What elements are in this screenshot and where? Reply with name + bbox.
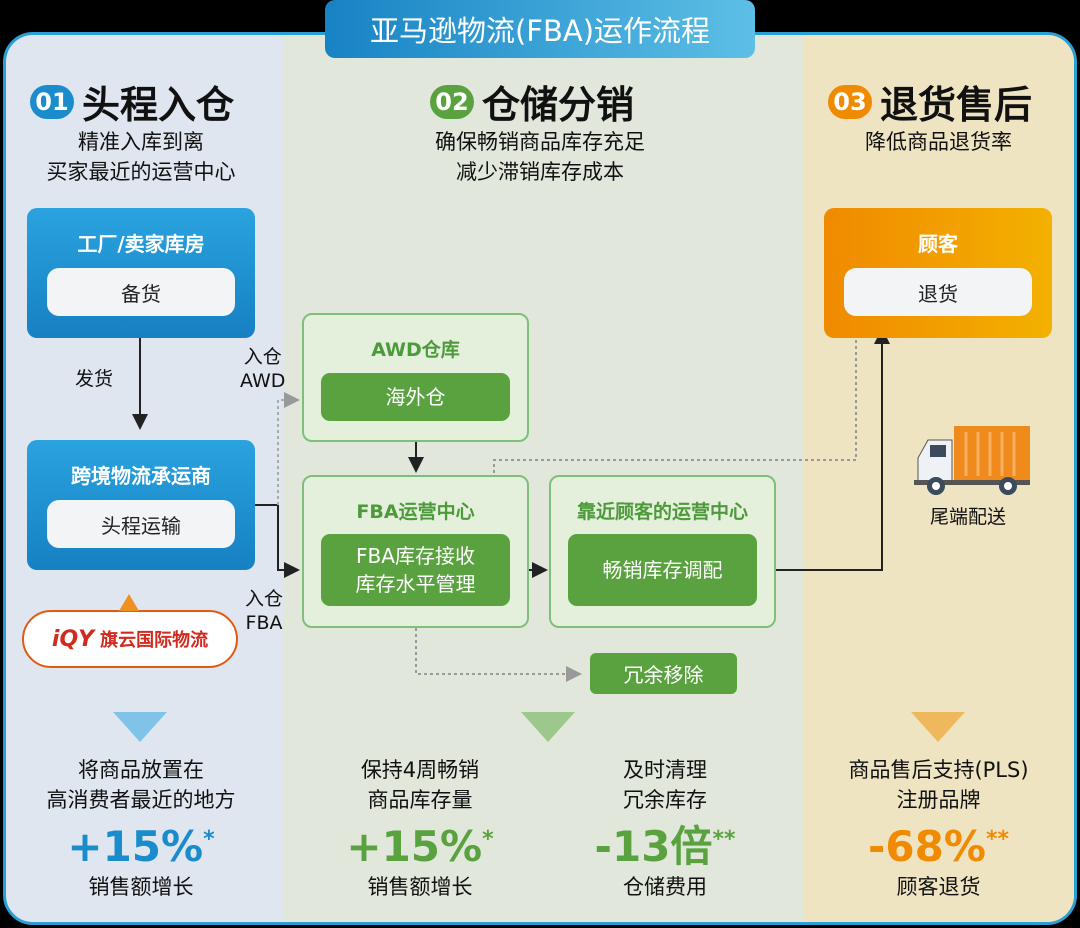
step-number: 03 [828, 84, 872, 119]
section-1-subtitle: 精准入库到离 买家最近的运营中心 [46, 130, 236, 184]
removal-node: 冗余移除 [590, 653, 737, 694]
section-2-header: 02 仓储分销 [430, 74, 634, 129]
section-title: 头程入仓 [82, 83, 235, 127]
down-triangle-icon [911, 712, 965, 742]
ship-label: 发货 [75, 368, 114, 390]
to-fba-label: 入仓 FBA [245, 588, 284, 634]
customer-node: 顾客 退货 [824, 208, 1052, 338]
section-2-subtitle: 确保畅销商品库存充足 减少滞销库存成本 [435, 130, 645, 184]
section-3-header: 03 退货售后 [828, 74, 1032, 129]
diagram-title: 亚马逊物流(FBA)运作流程 [325, 0, 755, 58]
step-number: 02 [430, 84, 474, 119]
logo-pointer [119, 594, 139, 611]
stat-1: 将商品放置在 高消费者最近的地方 +15%* 销售额增长 [46, 758, 236, 899]
section-title: 退货售后 [880, 83, 1033, 127]
diagram-panel [3, 32, 1077, 925]
section-3-subtitle: 降低商品退货率 [865, 130, 1012, 154]
section-1-header: 01 头程入仓 [30, 74, 234, 129]
stat-2: 保持4周畅销 商品库存量 +15%* 销售额增长 [346, 758, 494, 899]
step-number: 01 [30, 84, 74, 119]
near-customer-node: 靠近顾客的运营中心 畅销库存调配 [549, 475, 776, 628]
stock-pill: 备货 [47, 268, 235, 316]
delivery-truck-icon [914, 426, 1030, 495]
to-awd-label: 入仓 AWD [240, 346, 286, 392]
qiyun-logo: iQY 旗云国际物流 [22, 610, 238, 668]
awd-node: AWD仓库 海外仓 [302, 313, 529, 442]
carrier-node: 跨境物流承运商 头程运输 [27, 440, 255, 570]
stat-3: 及时清理 冗余库存 -13倍** 仓储费用 [594, 758, 736, 899]
last-mile-label: 尾端配送 [930, 506, 1007, 528]
fba-node: FBA运营中心 FBA库存接收 库存水平管理 [302, 475, 529, 628]
down-triangle-icon [113, 712, 167, 742]
down-triangle-icon [521, 712, 575, 742]
stat-4: 商品售后支持(PLS) 注册品牌 -68%** 顾客退货 [848, 758, 1029, 899]
return-pill: 退货 [844, 268, 1032, 316]
section-title: 仓储分销 [482, 83, 635, 127]
first-leg-pill: 头程运输 [47, 500, 235, 548]
factory-node: 工厂/卖家库房 备货 [27, 208, 255, 338]
